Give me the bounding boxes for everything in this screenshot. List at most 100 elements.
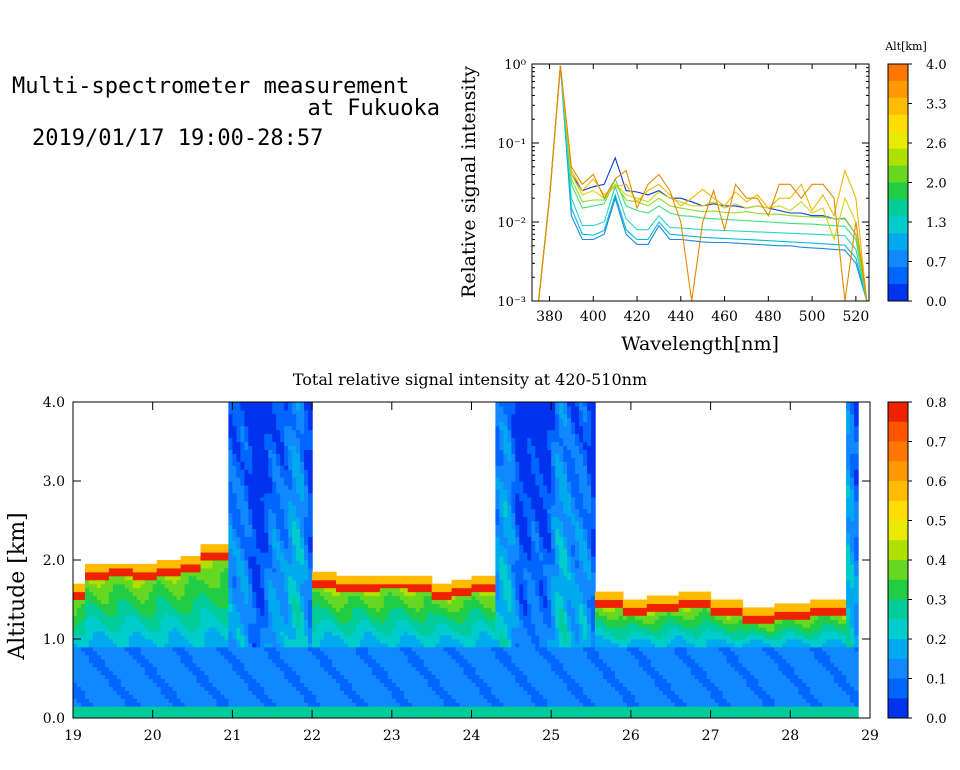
heatmap-cell [340,682,345,687]
heatmap-cell [252,556,257,561]
heatmap-cell [292,524,297,529]
heatmap-cell [447,635,453,640]
heatmap-cell [340,702,345,707]
heatmap-cell [272,690,277,695]
heatmap-cell [276,492,281,498]
heatmap-cell [188,631,194,636]
heatmap-cell [483,678,489,683]
heatmap-cell [264,441,269,446]
heatmap-cell [423,587,429,593]
heatmap-cell [136,674,142,679]
heatmap-cell [304,532,309,537]
heatmap-cell [172,690,178,695]
heatmap-cell [427,615,433,620]
heatmap-cell [304,603,309,608]
heatmap-cell [296,571,301,577]
heatmap-cell [240,473,245,478]
heatmap-cell [355,702,361,707]
heatmap-cell [148,650,154,656]
heatmap-cell [427,678,433,683]
heatmap-cell [308,690,313,695]
heatmap-cell [268,690,273,695]
heatmap-cell [228,548,233,553]
heatmap-cell [108,678,114,683]
heatmap-cell [312,662,317,668]
heatmap-cell [431,706,437,711]
heatmap-cell [236,433,241,439]
heatmap-cell [116,635,122,640]
heatmap-cell [483,623,489,628]
heatmap-cell [212,556,218,561]
heatmap-cell [379,690,385,695]
heatmap-cell [379,599,385,604]
heatmap-cell [108,658,114,664]
heatmap-cell [284,488,289,494]
heatmap-cell [252,488,257,494]
heatmap-cell [268,453,273,458]
heatmap-cell [152,654,158,660]
heatmap-cell [435,702,441,707]
heatmap-cell [248,595,253,600]
heatmap-cell [104,642,110,648]
heatmap-cell [276,575,281,581]
heatmap-cell [73,627,78,632]
heatmap-cell [212,607,218,612]
heatmap-cell [240,445,245,450]
heatmap-cell [108,579,114,585]
heatmap-cell [144,682,150,687]
heatmap-cell [411,642,417,648]
heatmap-cell [403,627,409,632]
heatmap-cell [152,631,158,636]
heatmap-cell [340,599,345,604]
heatmap-cell [391,615,397,620]
heatmap-cell [85,635,90,640]
heatmap-cell [451,670,457,676]
heatmap-cell [196,591,202,597]
heatmap-cell [248,556,253,561]
heatmap-cell [240,603,245,608]
heatmap-cell [316,650,321,656]
heatmap-cell [316,690,321,695]
heatmap-cell [288,654,293,660]
heatmap-cell [419,706,425,711]
heatmap-cell [116,674,122,679]
heatmap-cell [367,583,373,589]
heatmap-cell [136,706,142,711]
heatmap-cell [383,710,389,715]
heatmap-cell [196,627,202,632]
heatmap-cell [256,504,261,510]
heatmap-cell [240,417,245,423]
heatmap-cell [292,603,297,608]
heatmap-cell [344,710,349,715]
heatmap-cell [268,492,273,498]
heatmap-cell [136,642,142,648]
heatmap-cell [292,670,297,676]
heatmap-cell [81,623,86,628]
heatmap-cell [288,599,293,604]
heatmap-cell [403,646,409,652]
heatmap-cell [200,714,206,718]
heatmap-cell [320,595,325,600]
heatmap-cell [399,698,405,703]
heatmap-cell [344,603,349,608]
heatmap-cell [248,575,253,581]
heatmap-cell [487,583,492,589]
heatmap-cell [348,579,353,585]
heatmap-cell [300,473,305,478]
heatmap-cell [256,682,261,687]
heatmap-cell [348,698,353,703]
heatmap-cell [292,453,297,458]
heatmap-cell [244,532,249,537]
heatmap-cell [168,627,174,632]
heatmap-cell [77,650,82,656]
heatmap-cell [212,627,218,632]
heatmap-cell [328,603,333,608]
heatmap-cell [312,631,317,636]
heatmap-cell [308,406,313,411]
heatmap-cell [88,710,94,715]
heatmap-cell [256,520,261,525]
heatmap-cell [168,607,174,612]
heatmap-cell [88,698,94,703]
heatmap-cell [212,560,218,565]
heatmap-cell [304,520,309,525]
